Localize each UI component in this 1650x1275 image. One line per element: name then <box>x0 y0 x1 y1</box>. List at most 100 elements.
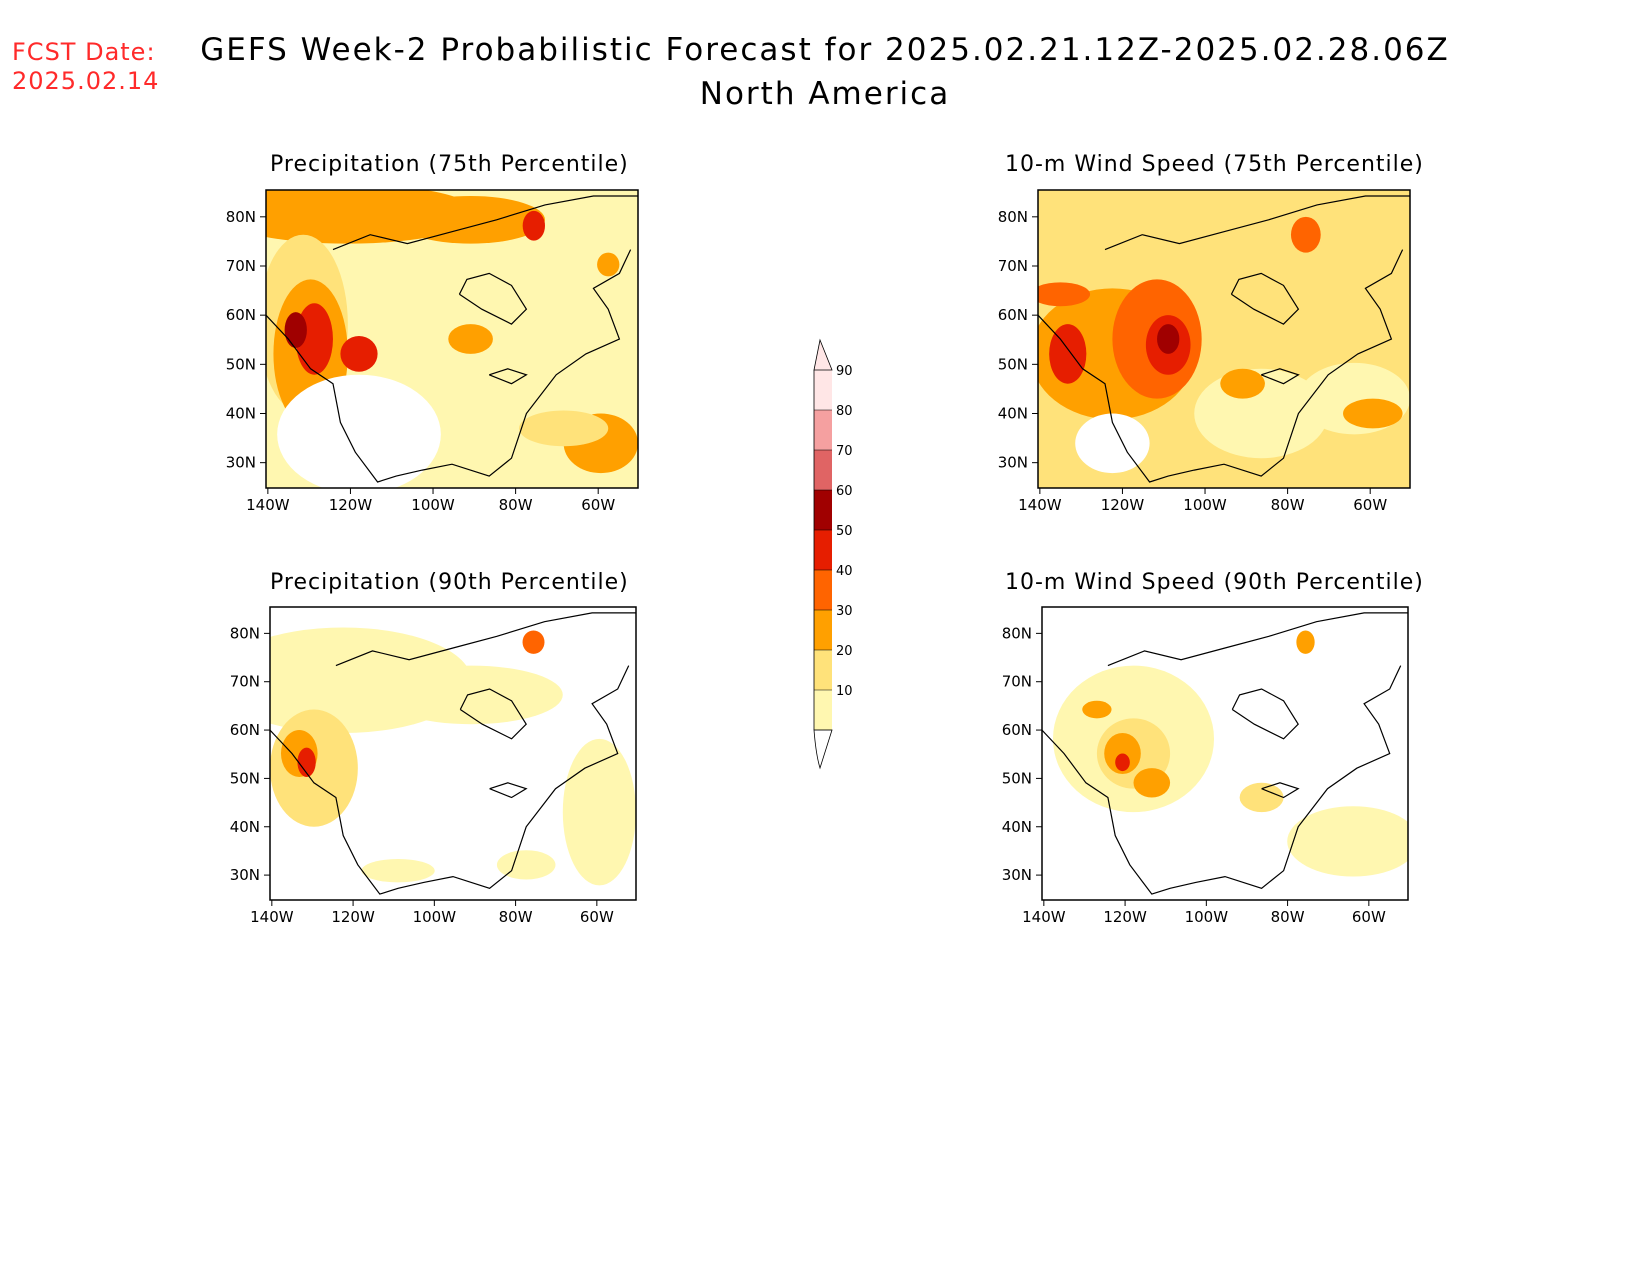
color-bar-swatch <box>814 690 832 730</box>
lon-label: 60W <box>580 908 614 926</box>
probability-shade <box>1038 282 1091 307</box>
color-bar-label: 90 <box>836 364 853 379</box>
probability-shade <box>1133 768 1171 798</box>
map-precip-90: 80N 70N 60N 50N 40N 30N 140W 120W 100W 80W 60W <box>230 606 637 926</box>
hudson-bay-outline <box>459 688 527 740</box>
lat-label: 70N <box>230 673 260 691</box>
coastline <box>266 249 632 483</box>
lon-label: 60W <box>1352 908 1386 926</box>
lat-label: 70N <box>1002 673 1032 691</box>
color-bar-label: 40 <box>836 564 853 579</box>
lon-label: 120W <box>329 496 373 514</box>
forecast-date-label: FCST Date: 2025.02.14 <box>12 38 159 96</box>
color-bar-swatch <box>814 450 832 490</box>
lon-label: 80W <box>499 496 533 514</box>
coastline <box>270 665 630 895</box>
probability-shade <box>448 324 493 354</box>
map-frame <box>1037 189 1411 489</box>
color-bar-swatch <box>814 490 832 530</box>
lon-label: 80W <box>499 908 533 926</box>
color-bar-swatch <box>814 610 832 650</box>
color-bar-label: 60 <box>836 484 853 499</box>
probability-shade <box>277 374 441 488</box>
great-lakes-outline <box>489 782 528 799</box>
lat-label: 50N <box>998 355 1028 373</box>
lon-label: 120W <box>1103 908 1147 926</box>
lon-label: 120W <box>331 908 375 926</box>
hudson-bay-outline <box>1230 272 1300 325</box>
map-wind-75: 80N 70N 60N 50N 40N 30N 140W 120W 100W 80W 60W <box>998 189 1411 514</box>
lon-label: 60W <box>1353 496 1387 514</box>
probability-shade <box>361 858 435 883</box>
color-bar-swatch <box>814 570 832 610</box>
probability-shade <box>1343 398 1403 429</box>
panel-title-precip-75: Precipitation (75th Percentile) <box>270 152 629 177</box>
forecast-date-value: 2025.02.14 <box>12 67 160 95</box>
lon-label: 100W <box>1183 496 1227 514</box>
great-lakes-outline <box>1261 782 1300 799</box>
probability-shade <box>297 747 316 777</box>
color-bar-label: 70 <box>836 444 853 459</box>
probability-shade <box>518 410 609 447</box>
lat-label: 50N <box>226 355 256 373</box>
lat-label: 40N <box>226 405 256 423</box>
lon-label: 100W <box>411 496 455 514</box>
probability-shade <box>379 665 563 725</box>
lat-label: 30N <box>230 866 260 884</box>
probability-shade <box>1239 782 1284 813</box>
lat-label: 80N <box>1002 624 1032 642</box>
lat-label: 50N <box>230 769 260 787</box>
probability-shade <box>1075 413 1150 474</box>
lat-label: 70N <box>226 257 256 275</box>
color-bar-label: 10 <box>836 684 853 699</box>
lat-label: 60N <box>230 721 260 739</box>
color-bar-label: 20 <box>836 644 853 659</box>
probability-shade <box>522 210 545 241</box>
panel-title-wind-75: 10-m Wind Speed (75th Percentile) <box>1005 152 1424 177</box>
probability-shade <box>1082 700 1112 719</box>
probability-shade <box>1115 753 1130 772</box>
arctic-coastline <box>335 612 636 667</box>
probability-shade <box>1290 216 1321 253</box>
lat-label: 70N <box>998 257 1028 275</box>
great-lakes-outline <box>1260 368 1300 385</box>
arctic-coastline <box>332 195 638 251</box>
map-frame <box>269 606 637 901</box>
color-bar-label: 30 <box>836 604 853 619</box>
probability-shade <box>562 738 636 886</box>
probability-shade <box>597 252 620 277</box>
probability-shade <box>1157 324 1180 354</box>
probability-shade <box>496 850 556 880</box>
lat-label: 30N <box>226 454 256 472</box>
arctic-coastline <box>1107 612 1408 667</box>
lat-label: 40N <box>230 818 260 836</box>
coastline <box>1042 665 1402 895</box>
color-bar-swatch <box>814 370 832 410</box>
probability-shade <box>522 630 545 654</box>
page-title: GEFS Week-2 Probabilistic Forecast for 2… <box>0 32 1650 112</box>
color-bar-label: 50 <box>836 524 853 539</box>
probability-shade <box>1287 806 1408 877</box>
probability-shade <box>1220 368 1265 399</box>
lat-label: 80N <box>226 208 256 226</box>
lat-label: 30N <box>1002 866 1032 884</box>
lon-label: 140W <box>246 496 290 514</box>
color-bar-swatch <box>814 410 832 450</box>
lat-label: 30N <box>998 454 1028 472</box>
lon-label: 140W <box>1018 496 1062 514</box>
map-frame <box>1041 606 1409 901</box>
hudson-bay-outline <box>458 272 528 325</box>
probability-shade <box>284 312 307 348</box>
lat-label: 80N <box>230 624 260 642</box>
lon-label: 80W <box>1271 908 1305 926</box>
panel-title-precip-90: Precipitation (90th Percentile) <box>270 570 629 595</box>
map-wind-90: 80N 70N 60N 50N 40N 30N 140W 120W 100W 80W 60W <box>1002 606 1409 926</box>
probability-shade <box>1049 324 1087 384</box>
lon-label: 120W <box>1101 496 1145 514</box>
lat-label: 40N <box>998 405 1028 423</box>
arctic-coastline <box>1104 195 1410 251</box>
lon-label: 140W <box>250 908 294 926</box>
map-precip-75: 80N 70N 60N 50N 40N 30N 140W 120W 100W 80W 60W <box>226 189 639 514</box>
lat-label: 80N <box>998 208 1028 226</box>
page-title-main: GEFS Week-2 Probabilistic Forecast for 2… <box>200 32 1450 68</box>
